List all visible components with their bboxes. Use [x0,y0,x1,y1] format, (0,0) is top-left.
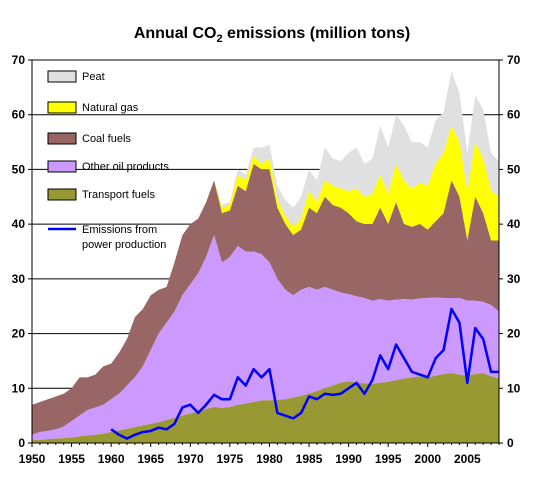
x-tick-label: 1970 [177,452,204,466]
y-tick-label-right: 10 [507,381,521,395]
area-other-oil-products [32,235,499,441]
x-tick-label: 1995 [375,452,402,466]
area-coal-fuels [32,163,499,435]
x-tick-label: 1985 [296,452,323,466]
y-tick-label-left: 40 [12,217,26,231]
x-tick-label: 1960 [98,452,125,466]
legend: Peat Natural gas Coal fuels Other oil produ… [47,70,169,251]
legend-swatch-natural-gas [47,101,77,114]
x-tick-label: 1975 [217,452,244,466]
x-tick-label: 1965 [137,452,164,466]
area-transport-fuels [32,372,499,443]
x-tick-label: 2000 [414,452,441,466]
legend-label-natural-gas: Natural gas [82,102,139,114]
y-tick-label-right: 70 [507,53,521,67]
x-tick-label: 1980 [256,452,283,466]
legend-label-emissions-from-power-production-line2: power production [82,239,166,251]
x-tick-label: 1950 [19,452,46,466]
y-tick-label-right: 30 [507,272,521,286]
y-tick-label-right: 40 [507,217,521,231]
legend-label-peat: Peat [82,71,105,83]
area-series [32,70,499,443]
area-natural-gas [32,125,499,405]
x-tick-label: 2005 [454,452,481,466]
chart-title: Annual CO2 emissions (million tons) [134,25,410,45]
x-tick-label: 1955 [58,452,85,466]
y-tick-label-right: 20 [507,327,521,341]
y-tick-label-left: 70 [12,53,26,67]
y-tick-label-left: 10 [12,381,26,395]
line-emissions-from-power-production [110,307,499,440]
y-tick-label-left: 20 [12,327,26,341]
axes: 1950 1955 1960 1965 1970 1975 1980 1985 1990 1995… [12,53,521,466]
legend-swatch-peat [47,70,77,83]
legend-label-transport-fuels: Transport fuels [82,189,155,201]
y-tick-label-left: 50 [12,162,26,176]
y-tick-label-left: 0 [18,436,25,450]
legend-swatch-transport-fuels [47,188,77,201]
area-peat [32,70,499,405]
y-tick-label-left: 30 [12,272,26,286]
x-tick-label: 1990 [335,452,362,466]
legend-swatch-other-oil-products [47,160,77,173]
y-tick-label-right: 50 [507,162,521,176]
line-series [110,307,499,440]
plot-frame [31,59,500,444]
y-tick-label-right: 0 [507,436,514,450]
legend-label-coal-fuels: Coal fuels [82,133,131,145]
y-tick-label-left: 60 [12,108,26,122]
y-tick-label-right: 60 [507,108,521,122]
legend-label-emissions-from-power-production: Emissions from [82,224,157,236]
legend-label-other-oil-products: Other oil products [82,161,169,173]
legend-swatch-coal-fuels [47,132,77,145]
